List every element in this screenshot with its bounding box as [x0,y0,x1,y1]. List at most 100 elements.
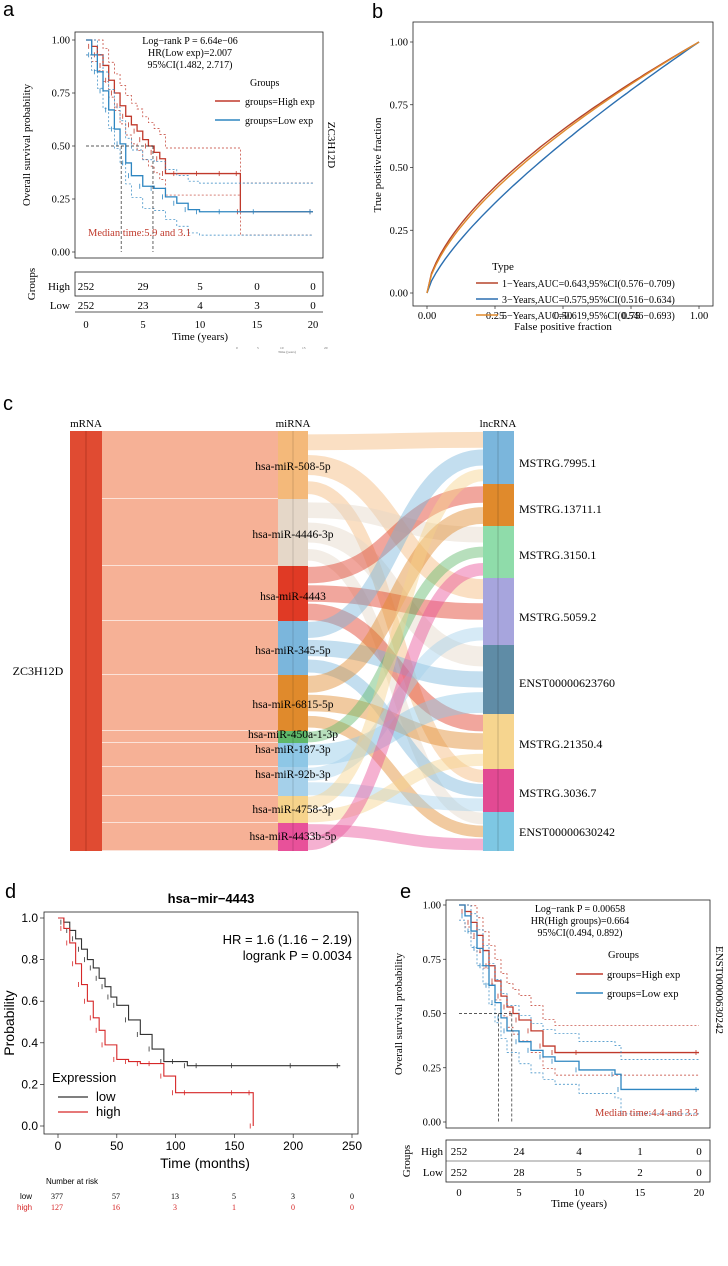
flow-left-9 [102,823,278,850]
flow-right-20 [307,753,484,823]
risk-value: 1 [232,1203,236,1212]
node-mirna-5 [278,731,308,743]
flow-right-18 [307,782,484,812]
mirna-label: hsa-miR-508-5p [255,461,331,473]
panel-a-x-ticks: 0 5 10 15 20 [83,320,318,331]
risk-value: 29 [138,281,150,293]
flow-right-22 [307,563,484,851]
risk-value: 252 [451,1146,468,1158]
panel-c-mirna-labels: hsa-miR-508-5p hsa-miR-4446-3p hsa-miR-4… [248,461,338,843]
panel-d-risk-values: 377 57 13 5 3 0 127 16 3 1 0 0 [51,1192,354,1212]
panel-d-stat-logrank: logrank P = 0.0034 [243,948,352,963]
risk-value: 4 [197,300,203,312]
panel-c-col-lncrna: lncRNA [480,418,517,430]
roc-curve-5y [426,41,700,294]
flow-right-15 [307,546,484,743]
panel-d-ticks: 0.0 0.2 0.4 0.6 0.8 1.0 0 50 100 150 200 250 [21,911,362,1153]
panel-e-risk-values: 252 24 4 1 0 252 28 5 2 0 [451,1146,703,1179]
flow-right-9 [307,449,484,638]
x-tick: 0 [83,320,88,331]
y-tick-label: 0.25 [390,226,408,237]
risk-value: 5 [576,1167,582,1179]
panel-a-curves [86,39,313,252]
panel-d-risk-label-high: high [17,1203,32,1212]
flow-left-8 [102,796,278,822]
panel-b-letter: b [372,1,383,23]
risk-value: 0 [696,1167,702,1179]
flow-left-6 [102,743,278,766]
panel-a-risk-values: 252 29 5 0 0 252 23 4 3 0 [78,281,317,312]
mirna-label: hsa-miR-450a-1-3p [248,729,338,741]
panel-a-y-ticks: 0.00 0.25 0.50 0.75 1.00 [52,36,75,259]
panel-a-risk-ylabel: Groups [26,268,38,300]
x-tick-label: 0.50 [554,311,572,322]
flow-right-17 [307,627,484,781]
mirna-label: hsa-miR-187-3p [255,744,331,756]
lncrna-label: MSTRG.7995.1 [519,456,596,470]
panel-d-stat-hr: HR = 1.6 (1.16 − 2.19) [223,932,352,947]
node-lncrna-5 [483,714,514,769]
panel-d-plot-frame [43,911,359,1135]
mirna-nodes [278,431,308,851]
panel-a-stat-3: 95%CI(1.482, 2.717) [148,60,233,71]
mirna-label: hsa-miR-4446-3p [252,529,333,541]
flow-right-7 [307,585,484,620]
risk-value: 252 [451,1167,468,1179]
x-tick-label: 100 [166,1139,186,1153]
risk-value: 23 [138,300,150,312]
panel-c-letter: c [3,393,13,415]
ci-upper-0 [459,904,699,1026]
panel-b-legend-5: 5−Years,AUC=0.619,95%CI(0.546−0.693) [502,311,675,322]
panel-e-letter: e [400,881,411,903]
panel-a-ylabel: Overall survival probability [21,83,33,206]
ci-lower-1 [459,919,699,1115]
panel-a-plot-frame [74,31,324,259]
panel-c-col-mirna: miRNA [276,418,311,430]
y-tick-label: 0.0 [21,1119,38,1133]
risk-value: 0 [696,1146,702,1158]
panel-a-stat-1: Log−rank P = 6.64e−06 [142,36,237,47]
flow-right-19 [307,469,484,809]
risk-value: 252 [78,281,95,293]
flow-right-8 [307,603,484,732]
risk-value: 0 [310,281,316,293]
y-tick-label: 1.00 [52,36,70,47]
flow-left-7 [102,767,278,795]
flow-right-16 [307,692,484,766]
node-mirna-0 [278,431,308,499]
panel-e-risk-label-high: High [421,1146,444,1158]
x-tick-label: 1.00 [690,311,708,322]
x-tick: 10 [574,1188,585,1199]
node-mirna-2 [278,566,308,621]
panel-e-stat-1: Log−rank P = 0.00658 [535,904,625,915]
km-curve-high [58,917,254,1126]
panel-b-legend-1: 1−Years,AUC=0.643,95%CI(0.576−0.709) [502,279,675,290]
flow-left-3 [102,621,278,674]
flow-left-1 [102,499,278,565]
panel-b-legend-3: 3−Years,AUC=0.575,95%CI(0.516−0.634) [502,295,675,306]
risk-value: 127 [51,1203,63,1212]
panel-e-y-ticks: 0.00 0.25 0.50 0.75 1.00 [423,901,446,1129]
risk-value: 0 [291,1203,295,1212]
risk-value: 24 [514,1146,526,1158]
panel-a-legend-high: groups=High exp [245,97,315,108]
risk-value: 5 [197,281,203,293]
panel-b-curves [426,41,700,294]
y-tick-label: 0.75 [52,89,70,100]
node-lncrna-0 [483,431,514,484]
roc-curve-3y [426,41,700,294]
panel-a-median-text: Median time:5.9 and 3.1 [88,228,191,239]
flow-right-10 [307,639,484,688]
tiny-tick: 0 [236,346,238,350]
panel-d-letter: d [5,881,16,903]
x-tick-label: 0 [55,1139,62,1153]
flow-right-6 [307,486,484,584]
panel-a-tiny-axis: 0 5 10 15 20 Time (years) [236,346,328,354]
lncrna-label: MSTRG.21350.4 [519,737,602,751]
tiny-tick: 10 [280,346,284,350]
panel-a-letter: a [3,0,15,21]
risk-value: 0 [254,281,260,293]
x-tick: 15 [252,320,263,331]
x-tick: 15 [635,1188,646,1199]
